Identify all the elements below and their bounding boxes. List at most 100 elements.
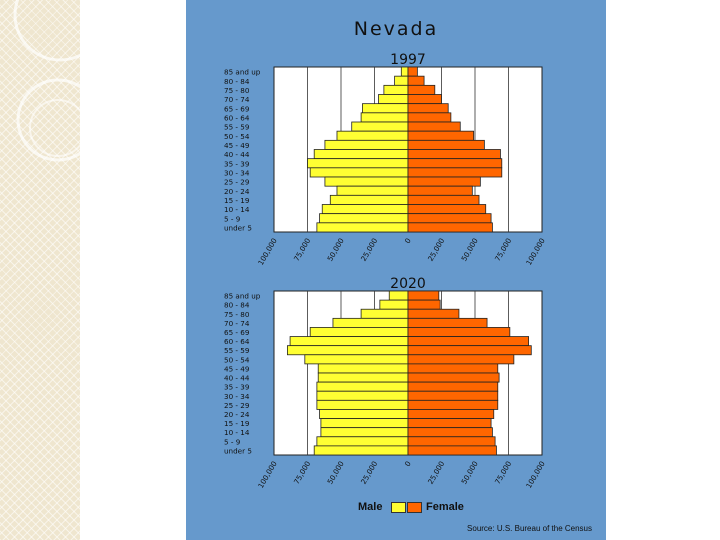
pyramid-2020-male-bar [316, 390, 409, 401]
pyramid-2020-female-bar [407, 308, 460, 319]
legend-female-swatch [407, 502, 422, 513]
pyramid-1997-age-label: 80 - 84 [224, 77, 250, 86]
pyramid-1997-female-bar [407, 204, 487, 215]
pyramid-2020-male-bar [379, 299, 409, 310]
pyramid-1997-age-label: 70 - 74 [224, 95, 250, 104]
pyramid-2020-male-bar [316, 436, 409, 447]
pyramid-1997-age-label: 10 - 14 [224, 205, 250, 214]
pyramid-2020-male-bar [316, 381, 409, 392]
pyramid-1997-tick-label: 25,000 [359, 236, 380, 263]
pyramid-2020-female-bar [407, 336, 529, 347]
pyramid-2020-male-bar [320, 418, 409, 429]
pyramid-2020-female-bar [407, 345, 532, 356]
pyramid-1997-male-bar [324, 176, 409, 187]
pyramid-1997-female-bar [407, 167, 503, 178]
pyramid-1997-age-label: 55 - 59 [224, 123, 250, 132]
pyramid-1997-age-label: under 5 [224, 223, 252, 232]
pyramid-1997-male-bar [336, 185, 409, 196]
pyramid-1997-tick-label: 25,000 [426, 236, 447, 263]
pyramid-2020-age-label: 10 - 14 [224, 428, 250, 437]
pyramid-1997-male-bar [351, 121, 409, 132]
pyramid-1997-male-bar [360, 112, 409, 123]
pyramid-2020-tick-label: 100,000 [256, 459, 279, 490]
pyramid-2020-age-label: 20 - 24 [224, 410, 250, 419]
pyramid-1997-age-label: 30 - 34 [224, 168, 250, 177]
pyramid-1997-female-bar [407, 112, 452, 123]
pyramid-2020-tick-label: 50,000 [325, 459, 346, 486]
pyramid-1997-female-bar [407, 75, 425, 86]
pyramid-2020-age-label: under 5 [224, 446, 252, 455]
pyramid-2020-male-bar [317, 363, 409, 374]
pyramid-1997-female-bar [407, 121, 461, 132]
pyramid-2020-female-bar [407, 399, 499, 410]
pyramid-1997-male-bar [362, 103, 409, 114]
pyramid-1997-female-bar [407, 213, 492, 224]
pyramid-2020-male-bar [320, 427, 409, 438]
pyramid-2020-female-bar [407, 290, 440, 301]
pyramid-1997-female-bar [407, 103, 449, 114]
pyramid-2020-age-label: 40 - 44 [224, 374, 250, 383]
chart-main-title: Nevada [353, 18, 439, 40]
pyramid-2020-tick-label: 25,000 [426, 459, 447, 486]
pyramid-2020-tick-label: 75,000 [493, 459, 514, 486]
pyramid-1997-tick-label: 75,000 [493, 236, 514, 263]
pyramid-2020-age-label: 5 - 9 [224, 437, 241, 446]
pyramid-1997-male-bar [309, 167, 409, 178]
pyramid-2020-female-bar [407, 436, 496, 447]
legend-male-label: Male [358, 501, 383, 513]
pyramid-2020-age-label: 80 - 84 [224, 301, 250, 310]
pyramid-1997-female-bar [407, 130, 475, 141]
pyramid-2020-tick-label: 75,000 [292, 459, 313, 486]
pyramid-2020-male-bar [332, 317, 409, 328]
pyramid-1997-age-label: 60 - 64 [224, 113, 250, 122]
pyramid-1997-age-label: 20 - 24 [224, 187, 250, 196]
pyramid-2020-female-bar [407, 427, 493, 438]
pyramid-2020-male-bar [388, 290, 409, 301]
pyramid-1997-male-bar [378, 94, 409, 105]
pyramid-2020-female-bar [407, 354, 515, 365]
pyramid-1997-year-title: 1997 [390, 52, 426, 68]
pyramid-2020-female-bar [407, 409, 495, 419]
pyramid-2020-age-label: 25 - 29 [224, 401, 250, 410]
pyramid-2020-age-label: 55 - 59 [224, 346, 250, 355]
chart-panel: Nevada 85 and up 80 - 84 75 - 80 70 - 74 65 … [186, 0, 606, 540]
pyramid-1997-age-label: 5 - 9 [224, 214, 241, 223]
pyramid-1997-male-bar [336, 130, 409, 141]
pyramid-2020-female-bar [407, 372, 500, 383]
pyramid-2020-female-bar [407, 445, 497, 456]
pyramid-1997-tick-label: 50,000 [325, 236, 346, 263]
pyramid-2020-male-bar [313, 445, 409, 456]
pyramid-2020-year-title: 2020 [390, 276, 426, 292]
pyramid-2020-male-bar [316, 399, 409, 410]
pyramid-1997-tick-label: 75,000 [292, 236, 313, 263]
pyramid-1997-female-bar [407, 66, 418, 77]
decorative-pattern-strip [0, 0, 80, 540]
pyramid-1997-age-label: 85 and up [224, 68, 261, 77]
pyramid-2020-age-label: 30 - 34 [224, 392, 250, 401]
pyramid-2020-female-bar [407, 390, 499, 401]
pyramid-2020-male-bar [287, 345, 409, 356]
pyramid-1997-male-bar [394, 75, 409, 86]
pyramid-2020-tick-label: 100,000 [524, 459, 547, 490]
pyramid-1997-tick-label: 100,000 [256, 236, 279, 267]
pyramid-1997-tick-label: 100,000 [524, 236, 547, 267]
pyramid-1997-age-label: 45 - 49 [224, 141, 250, 150]
pyramid-2020-male-bar [289, 336, 409, 347]
pyramid-2020-male-bar [360, 308, 409, 319]
pyramid-2020-female-bar [407, 381, 499, 392]
pyramid-2020-age-label: 85 and up [224, 292, 261, 301]
pyramid-2020-age-label: 75 - 80 [224, 310, 250, 319]
pyramid-2020-age-label: 45 - 49 [224, 364, 250, 373]
pyramid-2020-age-label: 60 - 64 [224, 337, 250, 346]
pyramid-2020-female-bar [407, 317, 488, 328]
pyramid-1997-age-label: 25 - 29 [224, 178, 250, 187]
pyramid-2020-age-label: 15 - 19 [224, 419, 250, 428]
pyramid-1997-age-label: 65 - 69 [224, 104, 250, 113]
pyramid-1997-male-bar [307, 158, 409, 169]
pyramid-2020-male-bar [309, 327, 409, 337]
pyramid-1997-age-label: 75 - 80 [224, 86, 250, 95]
pyramid-2020-age-label: 35 - 39 [224, 383, 250, 392]
pyramid-2020-male-bar [317, 372, 409, 383]
pyramid-1997-male-bar [313, 149, 409, 160]
